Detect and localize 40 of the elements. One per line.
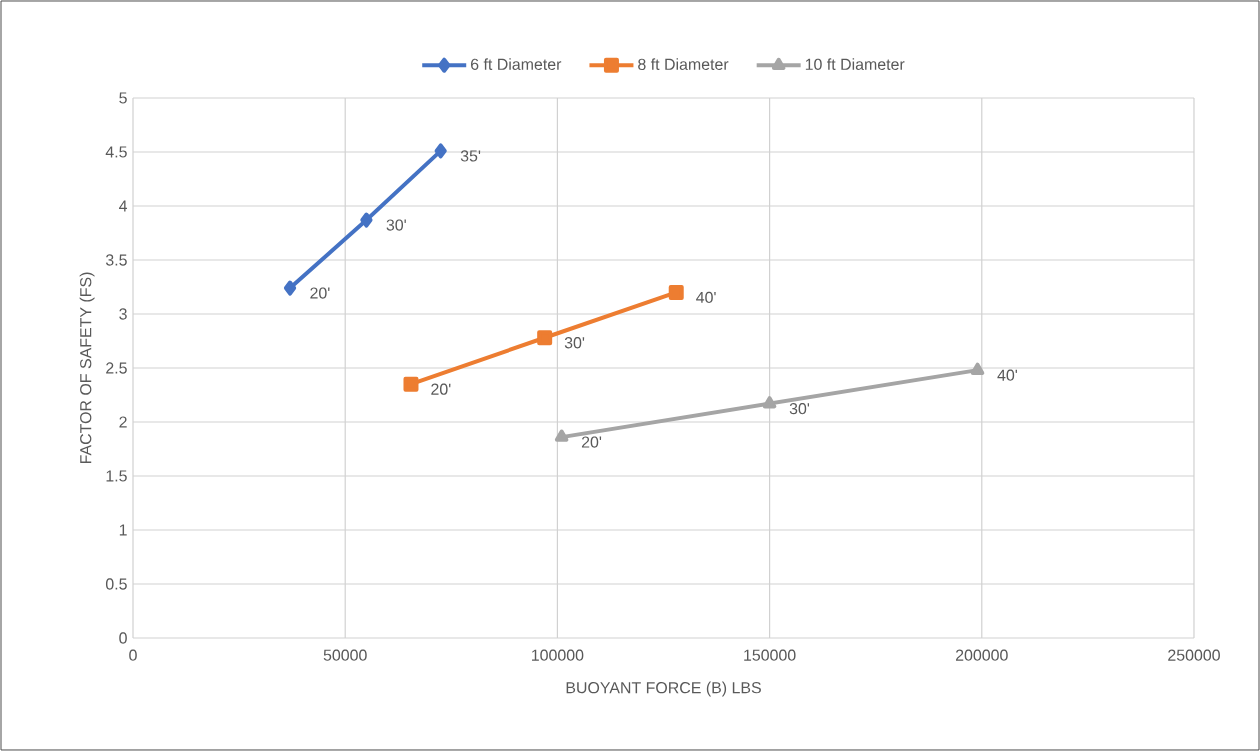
x-tick-label: 50000 [323, 649, 367, 661]
point [668, 284, 684, 300]
annotation: 40' [696, 291, 716, 304]
x-tick-label: 150000 [744, 649, 796, 661]
x-tick-label: 250000 [1168, 649, 1220, 661]
point [283, 280, 297, 296]
annotation: 20' [431, 383, 451, 395]
x-axis-title: BUOYANT FORCE (B) LBS [566, 681, 761, 697]
y-tick-label: 0.5 [105, 578, 127, 590]
annotation: 20' [581, 436, 602, 448]
x-tick-label: 100000 [532, 649, 584, 661]
y-tick-label: 3.5 [105, 254, 127, 266]
y-tick-label: 3 [119, 308, 127, 320]
legend-label: 6 ft Diameter [471, 58, 562, 70]
legend-label: 8 ft Diameter [638, 58, 729, 70]
legend-label: 10 ft Diameter [805, 58, 905, 70]
point [537, 330, 553, 346]
annotation: 30' [386, 219, 406, 231]
y-tick-label: 4.5 [105, 146, 127, 158]
y-tick-label: 1 [119, 524, 127, 536]
y-tick-label: 2.5 [106, 362, 127, 374]
point [554, 429, 569, 442]
x-tick-label: 200000 [955, 649, 1008, 661]
point [403, 376, 419, 392]
y-tick-label: 5 [119, 92, 127, 104]
annotation: 40' [997, 369, 1018, 381]
y-axis-title: FACTOR OF SAFETY (FS) [79, 272, 95, 464]
y-tick-label: 0 [119, 632, 127, 644]
point [360, 212, 373, 228]
x-tick-label: 0 [129, 649, 137, 661]
annotation: 30' [789, 402, 810, 415]
y-tick-label: 4 [118, 200, 128, 212]
point [970, 362, 985, 375]
annotation: 20' [310, 287, 330, 299]
point [762, 396, 777, 409]
y-tick-label: 2 [119, 416, 127, 428]
annotation: 30' [564, 337, 585, 349]
annotation: 35' [460, 150, 481, 162]
y-tick-label: 1.5 [106, 470, 127, 482]
point [434, 143, 447, 159]
